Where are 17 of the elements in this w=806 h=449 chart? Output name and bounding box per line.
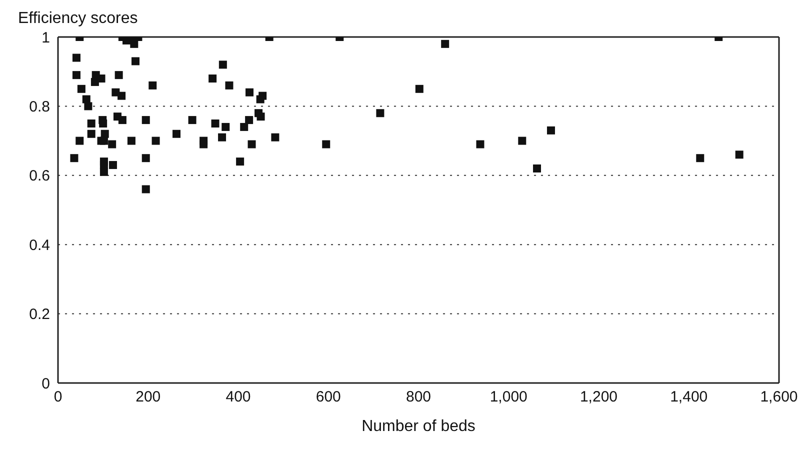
- x-tick-label: 200: [136, 388, 161, 406]
- y-axis-title: Efficiency scores: [18, 10, 138, 28]
- x-tick-label: 0: [54, 388, 62, 406]
- y-tick-label: 1: [42, 29, 50, 46]
- x-tick-label: 1,400: [670, 388, 708, 406]
- x-axis-title: Number of beds: [362, 418, 476, 435]
- x-tick-label: 1,200: [580, 388, 618, 406]
- x-tick-label: 400: [226, 388, 251, 406]
- y-tick-label: 0.4: [29, 236, 50, 254]
- x-tick-label: 1,600: [760, 388, 798, 406]
- y-tick-label: 0.2: [29, 306, 50, 324]
- y-tick-label: 0.6: [29, 168, 50, 185]
- x-tick-label: 600: [316, 388, 341, 406]
- x-tick-label: 800: [406, 388, 432, 406]
- y-tick-label: 0.8: [29, 98, 50, 116]
- x-tick-label: 1,000: [490, 388, 528, 406]
- y-tick-label: 0: [42, 375, 50, 392]
